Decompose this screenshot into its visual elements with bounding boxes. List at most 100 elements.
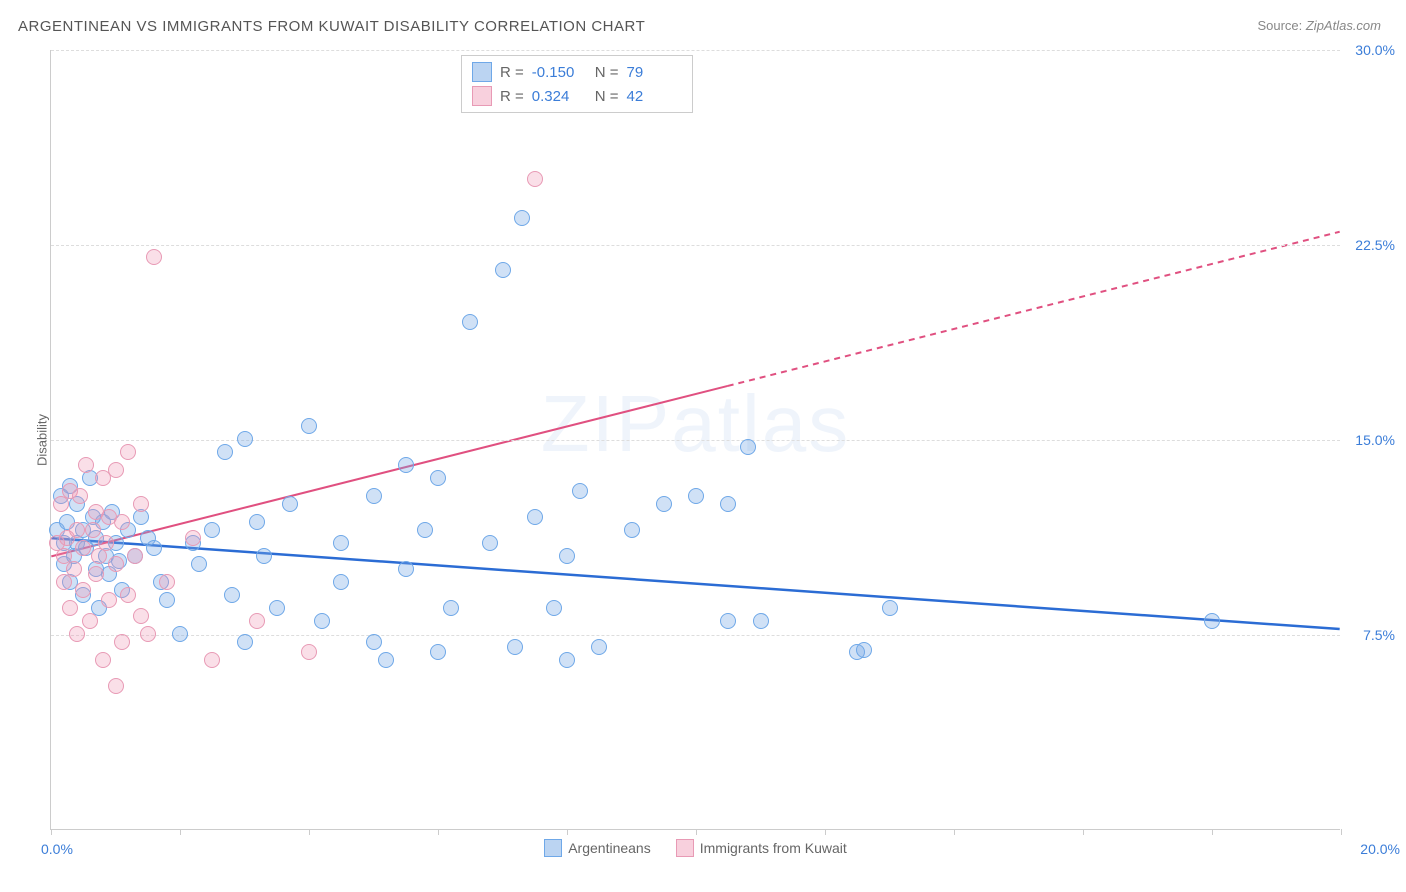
- legend-swatch: [472, 62, 492, 82]
- data-point: [882, 600, 898, 616]
- series-legend: Argentineans Immigrants from Kuwait: [51, 839, 1340, 857]
- legend-r-label: R =: [500, 88, 524, 105]
- y-tick-label: 15.0%: [1355, 432, 1395, 448]
- x-tick-mark: [438, 829, 439, 835]
- data-point: [430, 470, 446, 486]
- data-point: [120, 444, 136, 460]
- legend-n-value: 42: [627, 88, 682, 105]
- data-point: [417, 522, 433, 538]
- legend-n-label: N =: [595, 64, 619, 81]
- data-point: [114, 634, 130, 650]
- data-point: [482, 535, 498, 551]
- data-point: [688, 488, 704, 504]
- data-point: [75, 540, 91, 556]
- x-tick-mark: [567, 829, 568, 835]
- data-point: [75, 582, 91, 598]
- y-tick-label: 30.0%: [1355, 42, 1395, 58]
- data-point: [172, 626, 188, 642]
- data-point: [146, 249, 162, 265]
- x-tick-mark: [309, 829, 310, 835]
- data-point: [514, 210, 530, 226]
- data-point: [159, 574, 175, 590]
- x-tick-mark: [180, 829, 181, 835]
- data-point: [249, 613, 265, 629]
- data-point: [314, 613, 330, 629]
- data-point: [398, 457, 414, 473]
- x-tick-mark: [1083, 829, 1084, 835]
- data-point: [217, 444, 233, 460]
- x-tick-mark: [51, 829, 52, 835]
- data-point: [720, 613, 736, 629]
- y-axis-label: Disability: [35, 413, 50, 465]
- data-point: [740, 439, 756, 455]
- data-point: [720, 496, 736, 512]
- data-point: [56, 574, 72, 590]
- data-point: [159, 592, 175, 608]
- data-point: [301, 418, 317, 434]
- data-point: [1204, 613, 1220, 629]
- data-point: [462, 314, 478, 330]
- data-point: [108, 556, 124, 572]
- data-point: [101, 592, 117, 608]
- data-point: [398, 561, 414, 577]
- data-point: [82, 613, 98, 629]
- data-point: [282, 496, 298, 512]
- source-credit: Source: ZipAtlas.com: [1257, 18, 1381, 33]
- data-point: [146, 540, 162, 556]
- data-point: [224, 587, 240, 603]
- data-point: [301, 644, 317, 660]
- data-point: [333, 535, 349, 551]
- data-point: [333, 574, 349, 590]
- data-point: [591, 639, 607, 655]
- x-tick-mark: [825, 829, 826, 835]
- data-point: [237, 431, 253, 447]
- x-tick-mark: [954, 829, 955, 835]
- data-point: [62, 600, 78, 616]
- x-tick-mark: [1341, 829, 1342, 835]
- data-point: [559, 548, 575, 564]
- legend-row: R =-0.150N =79: [472, 60, 682, 84]
- data-point: [53, 496, 69, 512]
- data-point: [856, 642, 872, 658]
- correlation-legend: R =-0.150N =79R =0.324N =42: [461, 55, 693, 113]
- data-point: [108, 678, 124, 694]
- data-point: [269, 600, 285, 616]
- data-point: [656, 496, 672, 512]
- data-point: [237, 634, 253, 650]
- chart-title: ARGENTINEAN VS IMMIGRANTS FROM KUWAIT DI…: [18, 18, 645, 35]
- legend-r-value: -0.150: [532, 64, 587, 81]
- gridline-h: [51, 245, 1340, 246]
- x-tick-mark: [1212, 829, 1213, 835]
- legend-r-value: 0.324: [532, 88, 587, 105]
- data-point: [366, 488, 382, 504]
- data-point: [559, 652, 575, 668]
- data-point: [366, 634, 382, 650]
- data-point: [185, 530, 201, 546]
- data-point: [85, 522, 101, 538]
- y-tick-label: 22.5%: [1355, 237, 1395, 253]
- legend-item: Immigrants from Kuwait: [676, 839, 847, 857]
- data-point: [72, 488, 88, 504]
- data-point: [69, 626, 85, 642]
- gridline-h: [51, 50, 1340, 51]
- legend-row: R =0.324N =42: [472, 84, 682, 108]
- data-point: [753, 613, 769, 629]
- data-point: [114, 514, 130, 530]
- data-point: [249, 514, 265, 530]
- data-point: [78, 457, 94, 473]
- data-point: [108, 462, 124, 478]
- data-point: [98, 535, 114, 551]
- y-tick-label: 7.5%: [1363, 627, 1395, 643]
- data-point: [133, 608, 149, 624]
- data-point: [624, 522, 640, 538]
- data-point: [378, 652, 394, 668]
- data-point: [527, 171, 543, 187]
- data-point: [191, 556, 207, 572]
- data-point: [507, 639, 523, 655]
- data-point: [69, 522, 85, 538]
- legend-item: Argentineans: [544, 839, 651, 857]
- data-point: [546, 600, 562, 616]
- data-point: [127, 548, 143, 564]
- data-point: [256, 548, 272, 564]
- data-point: [527, 509, 543, 525]
